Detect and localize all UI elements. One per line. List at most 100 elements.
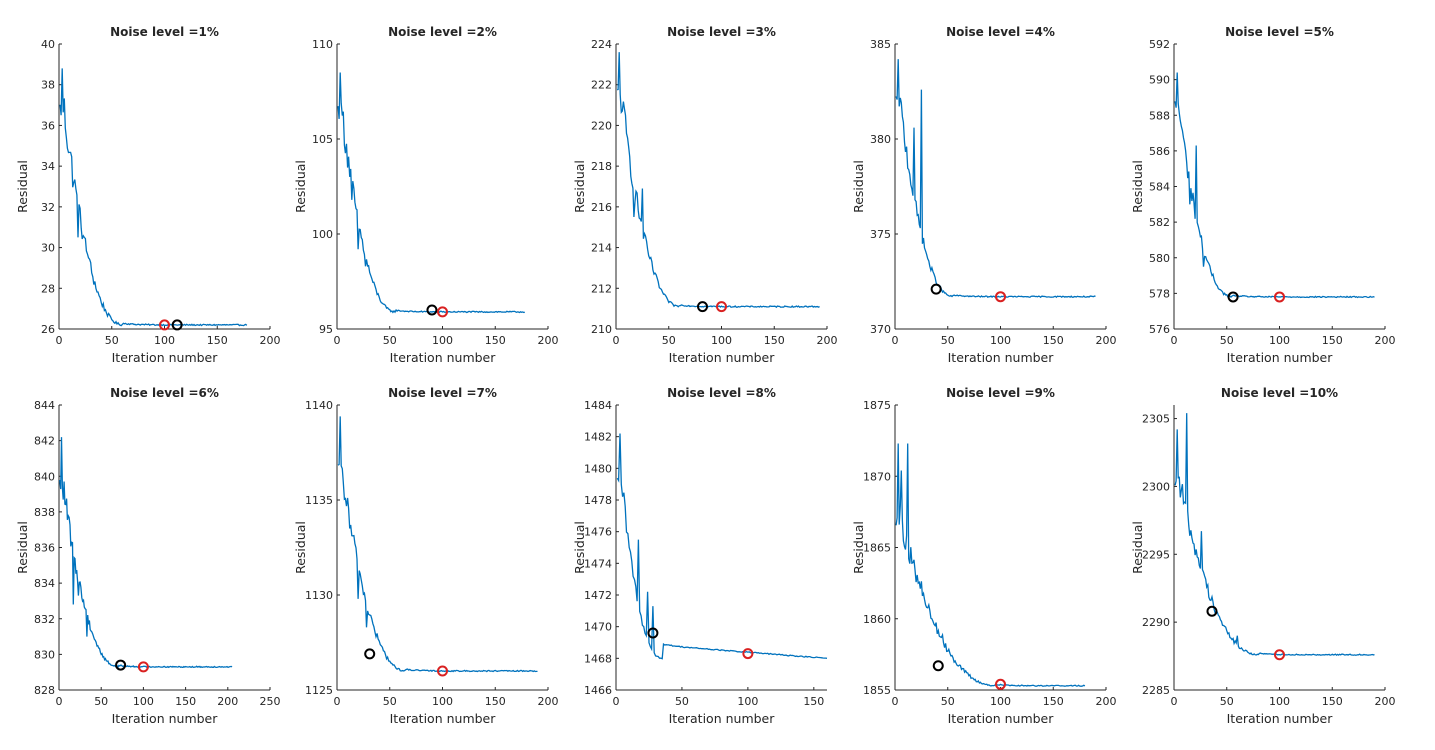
x-tick-label: 50 [383, 695, 397, 708]
y-tick-label: 375 [870, 228, 891, 241]
x-tick-label: 50 [1220, 334, 1234, 347]
red-circle-marker [1274, 649, 1285, 661]
y-tick-label: 2305 [1142, 413, 1170, 426]
residual-series-line [616, 433, 828, 660]
x-axis-label: Iteration number [948, 711, 1055, 726]
x-tick-label: 150 [485, 334, 506, 347]
red-circle-marker [1274, 291, 1285, 303]
residual-series-line [616, 52, 820, 309]
y-tick-label: 212 [591, 282, 612, 295]
y-tick-label: 1860 [863, 613, 891, 626]
y-axis-label: Residual [15, 521, 30, 574]
x-tick-label: 50 [1220, 695, 1234, 708]
subplot-title: Noise level =2% [388, 25, 497, 39]
subplot-2: Noise level =2% 0 50 100 150 200 95 100 105 110 It… [293, 25, 559, 365]
residual-series-line [895, 59, 1096, 299]
x-tick-label: 0 [56, 334, 63, 347]
x-tick-label: 150 [764, 334, 785, 347]
residual-series-line [1174, 72, 1375, 299]
y-tick-label: 1480 [584, 462, 612, 475]
black-circle-marker [930, 283, 942, 295]
x-tick-label: 100 [154, 334, 175, 347]
x-tick-label: 250 [260, 695, 281, 708]
red-circle-marker [437, 306, 448, 318]
x-tick-label: 100 [737, 695, 758, 708]
x-tick-label: 100 [1269, 695, 1290, 708]
y-axis-label: Residual [572, 160, 587, 213]
y-tick-label: 26 [41, 323, 55, 336]
x-tick-label: 0 [892, 695, 899, 708]
y-tick-label: 1865 [863, 542, 891, 555]
subplot-7: Noise level =7% 0 50 100 150 200 1125 1130 1135 1… [293, 386, 559, 726]
subplot-title: Noise level =10% [1221, 386, 1338, 400]
y-tick-label: 1484 [584, 399, 612, 412]
x-tick-label: 0 [334, 695, 341, 708]
y-tick-label: 2295 [1142, 548, 1170, 561]
y-axis-label: Residual [572, 521, 587, 574]
x-tick-label: 0 [334, 334, 341, 347]
y-tick-label: 832 [34, 613, 55, 626]
red-circle-marker [742, 648, 754, 660]
x-axis-label: Iteration number [1227, 350, 1334, 365]
y-tick-label: 1875 [863, 399, 891, 412]
y-tick-label: 834 [34, 577, 55, 590]
x-tick-label: 150 [175, 695, 196, 708]
subplot-6: Noise level =6% 0 50 100 150 200 250 828 830 832 8… [15, 386, 281, 726]
y-axis-label: Residual [293, 521, 308, 574]
x-axis-label: Iteration number [669, 711, 776, 726]
x-axis-label: Iteration number [1227, 711, 1334, 726]
y-tick-label: 220 [591, 119, 612, 132]
x-tick-label: 150 [207, 334, 228, 347]
x-tick-label: 150 [485, 695, 506, 708]
y-tick-label: 840 [34, 470, 55, 483]
y-axis-label: Residual [1130, 160, 1145, 213]
black-circle-marker [364, 648, 376, 660]
y-axis-label: Residual [293, 160, 308, 213]
subplot-title: Noise level =6% [110, 386, 219, 400]
x-tick-label: 100 [711, 334, 732, 347]
y-tick-label: 842 [34, 435, 55, 448]
x-axis-label: Iteration number [112, 711, 219, 726]
y-tick-label: 30 [41, 242, 55, 255]
y-tick-label: 590 [1149, 74, 1170, 87]
x-tick-label: 0 [892, 334, 899, 347]
x-tick-label: 100 [432, 695, 453, 708]
y-tick-label: 2290 [1142, 616, 1170, 629]
subplot-3: Noise level =3% 0 50 100 150 200 210 212 214 216 2… [572, 25, 838, 365]
x-tick-label: 200 [817, 334, 838, 347]
subplot-10: Noise level =10% 0 50 100 150 200 2285 2290 2295… [1130, 386, 1396, 726]
subplot-8: Noise level =8% 0 50 100 150 1466 1468 1470 1472… [572, 386, 828, 726]
y-tick-label: 222 [591, 79, 612, 92]
y-tick-label: 1130 [305, 589, 333, 602]
y-tick-label: 1466 [584, 684, 612, 697]
y-tick-label: 385 [870, 38, 891, 51]
y-tick-label: 1478 [584, 494, 612, 507]
x-tick-label: 50 [675, 695, 689, 708]
residual-series-line [337, 416, 538, 673]
x-tick-label: 200 [1375, 695, 1396, 708]
black-circle-marker [697, 301, 709, 313]
x-tick-label: 100 [1269, 334, 1290, 347]
y-tick-label: 580 [1149, 252, 1170, 265]
x-tick-label: 0 [1171, 695, 1178, 708]
y-tick-label: 1476 [584, 526, 612, 539]
black-circle-marker [115, 659, 127, 671]
x-tick-label: 150 [1043, 695, 1064, 708]
subplot-title: Noise level =7% [388, 386, 497, 400]
y-tick-label: 1125 [305, 684, 333, 697]
y-tick-label: 584 [1149, 181, 1170, 194]
x-tick-label: 150 [1043, 334, 1064, 347]
y-tick-label: 592 [1149, 38, 1170, 51]
x-tick-label: 100 [990, 334, 1011, 347]
y-tick-label: 2285 [1142, 684, 1170, 697]
x-tick-label: 0 [56, 695, 63, 708]
y-tick-label: 582 [1149, 216, 1170, 229]
black-circle-marker [171, 319, 183, 331]
y-tick-label: 576 [1149, 323, 1170, 336]
y-axis-label: Residual [851, 521, 866, 574]
red-circle-marker [995, 678, 1006, 690]
x-axis-label: Iteration number [390, 711, 497, 726]
x-axis-label: Iteration number [948, 350, 1055, 365]
black-circle-marker [647, 627, 659, 639]
